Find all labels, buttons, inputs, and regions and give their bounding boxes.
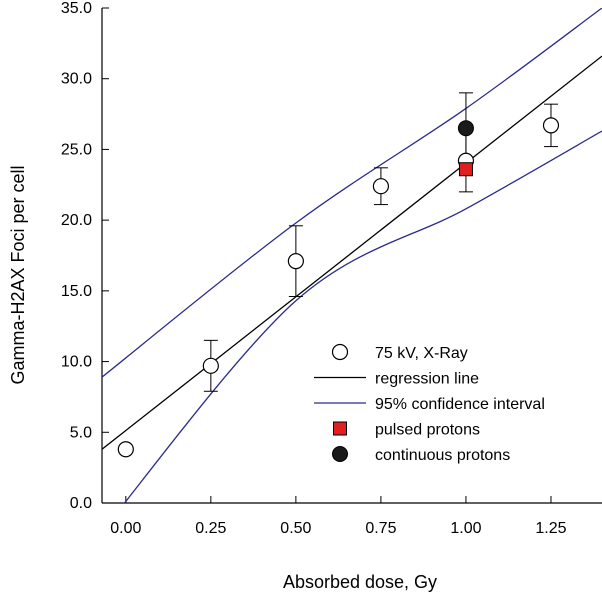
y-tick-label: 0.0 (70, 495, 92, 512)
legend-xray-symbol (331, 343, 349, 361)
legend-label: 95% confidence interval (375, 396, 545, 413)
data-lines (102, 8, 602, 503)
x-tick-label: 0.25 (195, 520, 226, 537)
legend: 75 kV, X-Ray regression line 95% confidenc… (314, 343, 545, 464)
legend-label: pulsed protons (375, 422, 480, 439)
ci-upper-line (102, 8, 602, 378)
xray-point (117, 441, 134, 458)
xray-point (372, 178, 390, 195)
ci-lower-line (123, 130, 602, 503)
legend-label: 75 kV, X-Ray (375, 345, 468, 362)
y-axis-title: Gamma-H2AX Foci per cell (8, 165, 28, 384)
pulsed-protons-point (458, 162, 473, 177)
x-tick-label: 1.25 (535, 520, 566, 537)
x-tick-label: 0.00 (110, 520, 141, 537)
y-tick-label: 10.0 (61, 354, 92, 371)
legend-pulsed-symbol (333, 421, 347, 436)
y-tick-label: 20.0 (61, 212, 92, 229)
xray-point (542, 117, 560, 134)
legend-label: regression line (375, 371, 479, 388)
y-tick-label: 30.0 (61, 71, 92, 88)
y-tick-label: 5.0 (70, 424, 92, 441)
x-tick-label: 0.50 (280, 520, 311, 537)
regression-line (102, 55, 602, 450)
xray-point (202, 357, 219, 374)
x-tick-label: 0.75 (365, 520, 396, 537)
x-axis-title: Absorbed dose, Gy (283, 572, 437, 592)
plot-area: 0.0 5.0 10.0 15.0 20.0 25.0 30.0 35.0 0.00 0.25 0.… (61, 0, 602, 537)
continuous-protons-point (457, 120, 474, 137)
legend-label: continuous protons (375, 447, 510, 464)
x-tick-label: 1.00 (450, 520, 481, 537)
xray-point (287, 253, 304, 270)
y-tick-label: 15.0 (61, 283, 92, 300)
y-tick-label: 25.0 (61, 141, 92, 158)
y-tick-label: 35.0 (61, 0, 92, 17)
legend-continuous-symbol (332, 446, 348, 462)
